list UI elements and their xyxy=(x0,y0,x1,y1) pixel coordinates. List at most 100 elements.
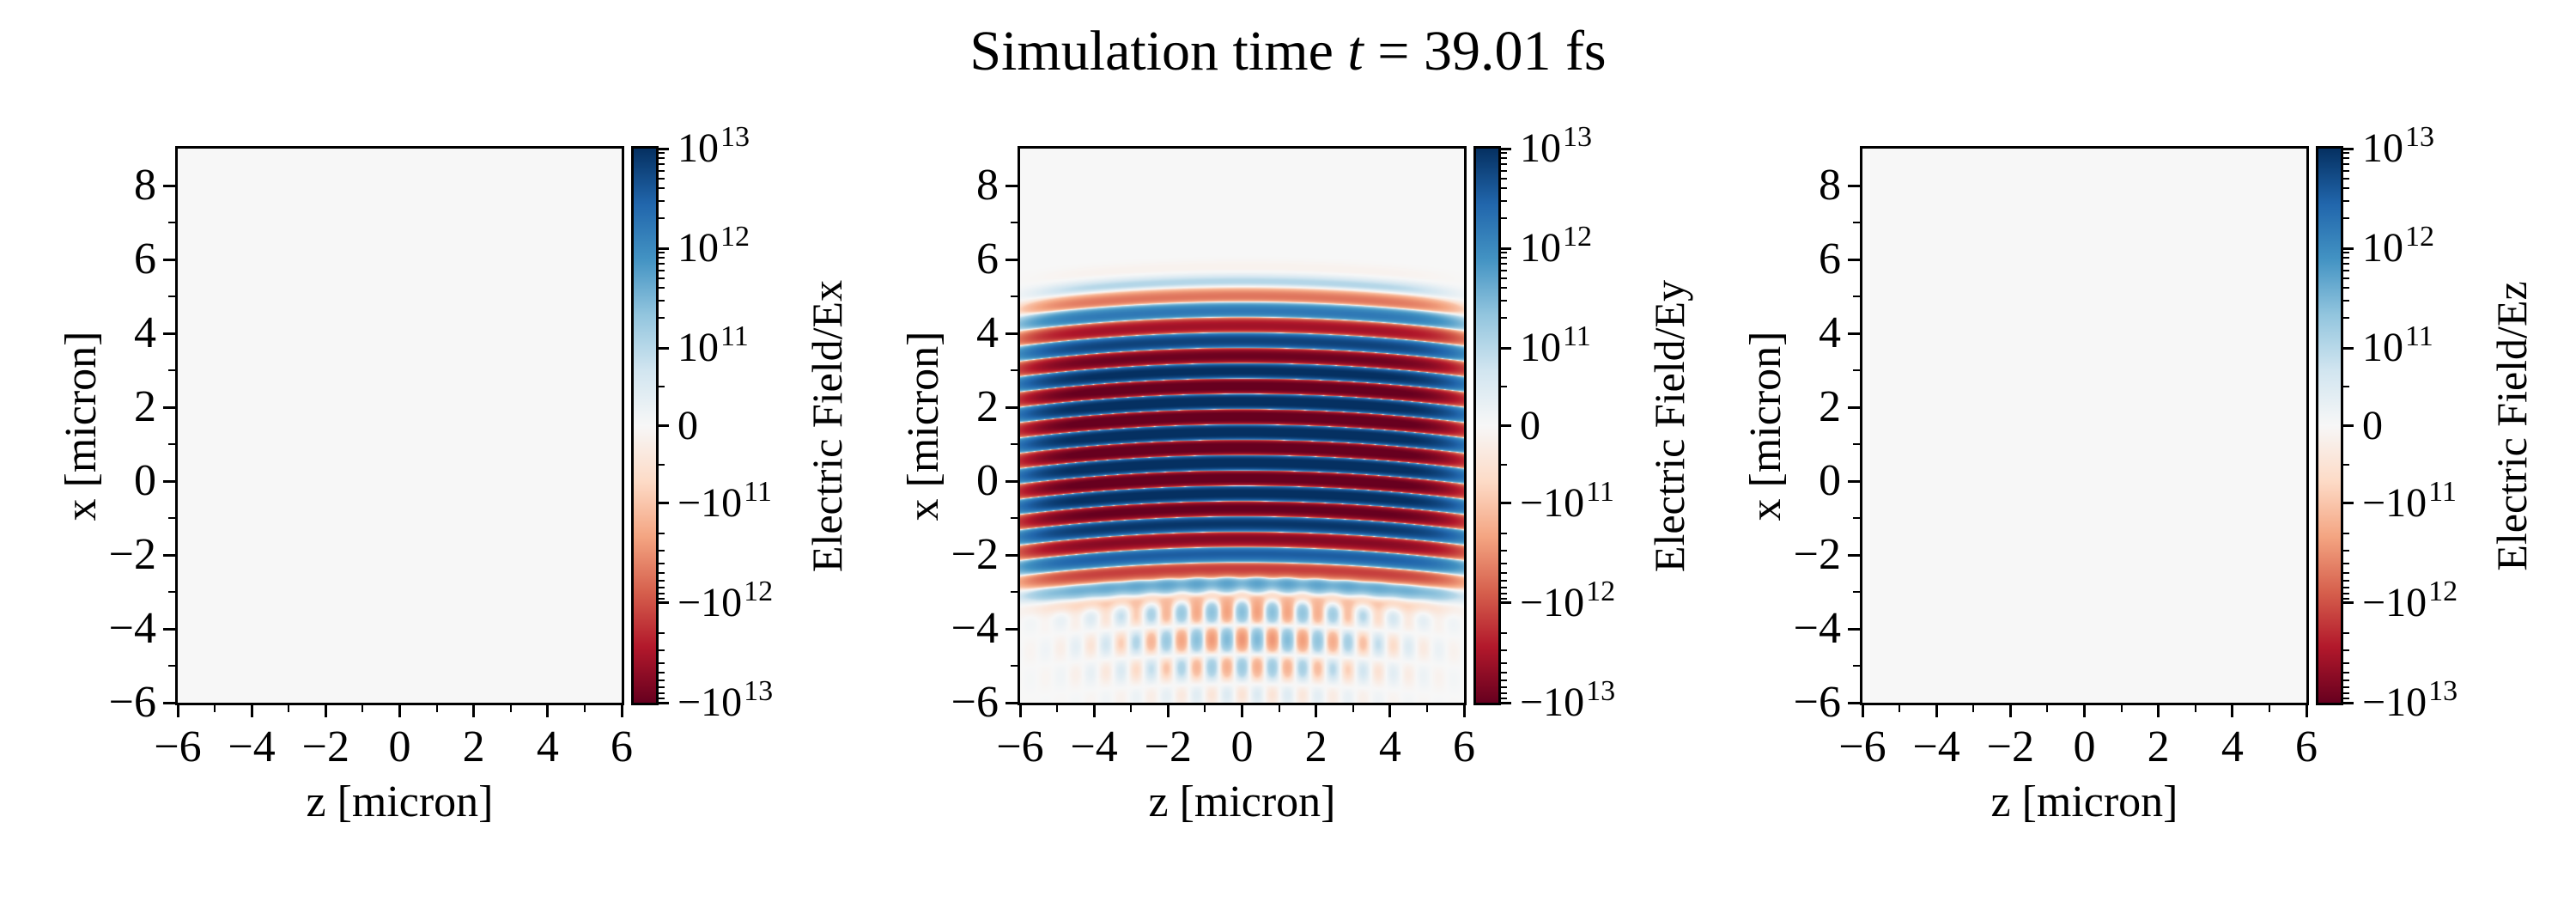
y-minor-tick xyxy=(168,296,175,297)
colorbar-minor-tick xyxy=(2343,686,2349,689)
y-minor-tick xyxy=(1853,591,1860,593)
colorbar-minor-tick xyxy=(659,199,665,202)
colorbar-minor-tick xyxy=(2343,597,2349,600)
colorbar-minor-tick xyxy=(1501,217,1507,220)
exponent: 13 xyxy=(1563,121,1592,153)
colorbar-minor-tick xyxy=(1501,463,1507,466)
colorbar-minor-tick xyxy=(659,157,665,160)
y-tick-label: 8 xyxy=(976,161,999,210)
ex-colorbar-label: Electric Field/Ex xyxy=(803,279,851,572)
colorbar-minor-tick xyxy=(2343,463,2349,466)
colorbar-minor-tick xyxy=(659,187,665,190)
x-major-tick xyxy=(2305,705,2308,717)
colorbar-minor-tick xyxy=(1501,199,1507,202)
x-tick-label: 4 xyxy=(536,722,559,771)
colorbar-minor-tick xyxy=(2343,269,2349,271)
y-major-tick xyxy=(1848,258,1860,261)
colorbar-minor-tick xyxy=(1501,169,1507,172)
x-major-tick xyxy=(1018,705,1022,717)
exponent: 12 xyxy=(2405,221,2434,253)
colorbar-minor-tick xyxy=(659,672,665,674)
colorbar-minor-tick xyxy=(659,592,665,594)
colorbar-minor-tick xyxy=(1501,162,1507,165)
colorbar-minor-tick xyxy=(2343,252,2349,254)
colorbar-tick-label: 0 xyxy=(677,402,698,448)
colorbar-minor-tick xyxy=(2343,631,2349,634)
x-tick-label: −4 xyxy=(228,722,276,771)
ez-field-canvas xyxy=(1862,149,2306,703)
colorbar-major-tick xyxy=(659,601,669,605)
x-major-tick xyxy=(250,705,253,717)
y-tick-label: −4 xyxy=(1793,604,1841,653)
y-minor-tick xyxy=(1853,665,1860,667)
x-tick-label: −6 xyxy=(154,722,202,771)
exponent: 11 xyxy=(2428,475,2457,508)
y-tick-label: −2 xyxy=(1793,530,1841,579)
y-minor-tick xyxy=(1011,517,1018,519)
colorbar-major-tick xyxy=(659,424,669,427)
x-minor-tick xyxy=(2120,705,2123,712)
colorbar-tick-label: 0 xyxy=(1520,402,1540,448)
colorbar-tick-label: 1012 xyxy=(2362,221,2434,271)
colorbar-major-tick xyxy=(2343,247,2354,250)
x-tick-label: −2 xyxy=(1144,722,1192,771)
x-major-tick xyxy=(324,705,327,717)
figure-title: Simulation time t = 39.01 fs xyxy=(0,21,2576,82)
colorbar-minor-tick xyxy=(2343,586,2349,588)
colorbar-major-tick xyxy=(2343,502,2354,505)
x-minor-tick xyxy=(288,705,290,712)
colorbar-minor-tick xyxy=(2343,580,2349,582)
exponent: 12 xyxy=(1586,575,1616,607)
colorbar-tick-label: 1011 xyxy=(1520,320,1591,371)
title-suffix: = 39.01 fs xyxy=(1363,20,1607,82)
x-major-tick xyxy=(2008,705,2012,717)
colorbar-major-tick xyxy=(2343,424,2354,427)
colorbar-tick-label: −1013 xyxy=(677,675,774,725)
colorbar-minor-tick xyxy=(659,692,665,694)
colorbar-minor-tick xyxy=(1501,649,1507,652)
y-major-tick xyxy=(1005,553,1018,557)
colorbar-minor-tick xyxy=(1501,252,1507,254)
colorbar-minor-tick xyxy=(1501,697,1507,699)
y-tick-label: −4 xyxy=(951,604,999,653)
y-tick-label: −4 xyxy=(108,604,156,653)
colorbar-minor-tick xyxy=(1501,597,1507,600)
colorbar-minor-tick xyxy=(2343,177,2349,180)
colorbar-minor-tick xyxy=(1501,177,1507,180)
x-major-tick xyxy=(1166,705,1170,717)
colorbar-minor-tick xyxy=(1501,257,1507,259)
y-major-tick xyxy=(163,479,175,483)
colorbar-minor-tick xyxy=(1501,532,1507,534)
y-major-tick xyxy=(1005,479,1018,483)
colorbar-major-tick xyxy=(2343,346,2354,350)
colorbar-minor-tick xyxy=(1501,287,1507,289)
colorbar-minor-tick xyxy=(659,532,665,534)
colorbar-minor-tick xyxy=(2343,562,2349,564)
colorbar-tick-label: 1013 xyxy=(1520,121,1592,171)
colorbar-tick-label: −1012 xyxy=(677,575,774,625)
colorbar-minor-tick xyxy=(659,550,665,552)
y-minor-tick xyxy=(1853,443,1860,445)
colorbar-minor-tick xyxy=(659,317,665,320)
y-major-tick xyxy=(163,258,175,261)
colorbar-major-tick xyxy=(1501,601,1511,605)
x-minor-tick xyxy=(2194,705,2196,712)
colorbar-minor-tick xyxy=(2343,571,2349,574)
x-tick-label: 2 xyxy=(462,722,485,771)
colorbar-minor-tick xyxy=(659,263,665,265)
exponent: 12 xyxy=(1563,221,1592,253)
colorbar-major-tick xyxy=(659,346,669,350)
x-minor-tick xyxy=(435,705,438,712)
y-tick-label: 8 xyxy=(1819,161,1841,210)
colorbar-minor-tick xyxy=(1501,586,1507,588)
colorbar-minor-tick xyxy=(2343,661,2349,664)
y-minor-tick xyxy=(168,517,175,519)
colorbar-tick-label: −1011 xyxy=(1520,475,1614,526)
y-tick-label: −2 xyxy=(108,530,156,579)
y-minor-tick xyxy=(1011,591,1018,593)
colorbar-minor-tick xyxy=(2343,277,2349,280)
y-major-tick xyxy=(1848,553,1860,557)
colorbar-minor-tick xyxy=(659,169,665,172)
x-major-tick xyxy=(620,705,623,717)
colorbar-tick-label: −1012 xyxy=(2362,575,2458,625)
